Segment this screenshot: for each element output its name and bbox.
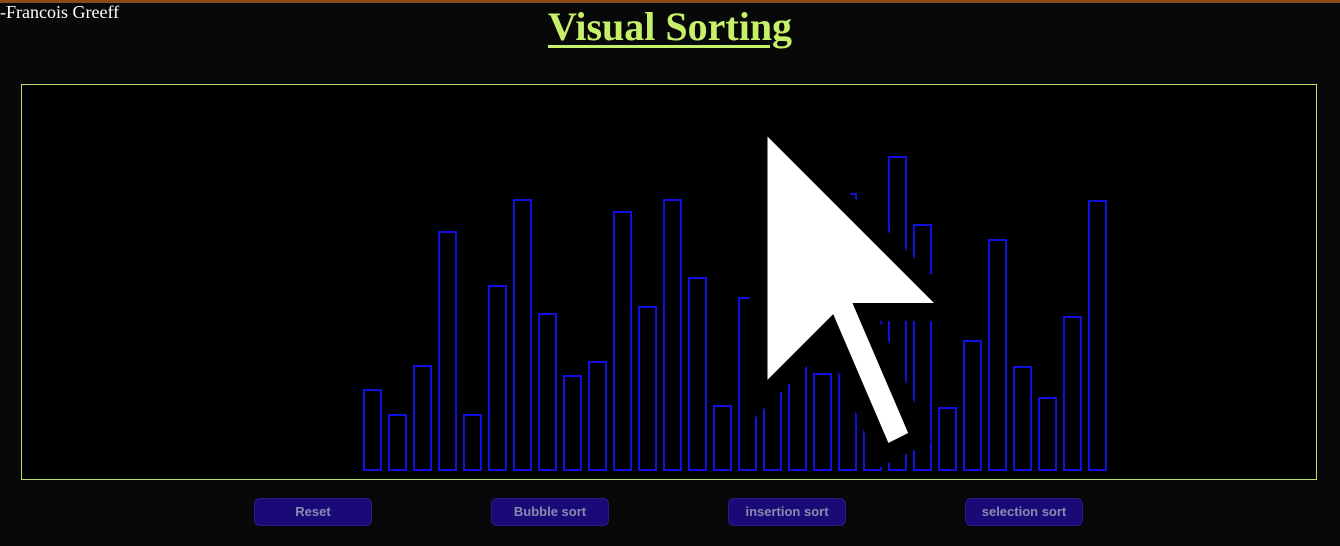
page-title: Visual Sorting <box>547 4 793 49</box>
sort-bar <box>413 365 432 471</box>
sort-bar <box>963 340 982 471</box>
sort-bar <box>538 313 557 471</box>
sort-bar <box>388 414 407 471</box>
sort-bar <box>1088 200 1107 471</box>
sort-bar <box>913 224 932 471</box>
selection-sort-button[interactable]: selection sort <box>965 498 1083 526</box>
sort-bar <box>563 375 582 471</box>
sort-bar <box>1063 316 1082 471</box>
sort-bar <box>663 199 682 471</box>
sort-bar <box>938 407 957 471</box>
sort-bar <box>588 361 607 471</box>
insertion-sort-button[interactable]: insertion sort <box>728 498 846 526</box>
author-credit: -Francois Greeff <box>0 2 120 22</box>
sort-bar <box>813 373 832 471</box>
sorting-canvas[interactable] <box>21 84 1317 480</box>
sort-bar <box>688 277 707 471</box>
bubble-sort-button[interactable]: Bubble sort <box>491 498 609 526</box>
top-border <box>0 0 1340 3</box>
reset-button[interactable]: Reset <box>254 498 372 526</box>
sort-bar <box>613 211 632 471</box>
sort-bar <box>513 199 532 471</box>
sort-bar <box>438 231 457 471</box>
sort-bar <box>1013 366 1032 471</box>
sort-bar <box>363 389 382 471</box>
sort-bar <box>1038 397 1057 471</box>
sort-bar <box>488 285 507 471</box>
sort-controls: Reset Bubble sort insertion sort selecti… <box>0 497 1340 529</box>
sort-bar <box>638 306 657 471</box>
mouse-pointer-icon <box>749 97 978 468</box>
sort-bar <box>463 414 482 471</box>
sort-bar <box>988 239 1007 471</box>
sort-bar <box>713 405 732 471</box>
